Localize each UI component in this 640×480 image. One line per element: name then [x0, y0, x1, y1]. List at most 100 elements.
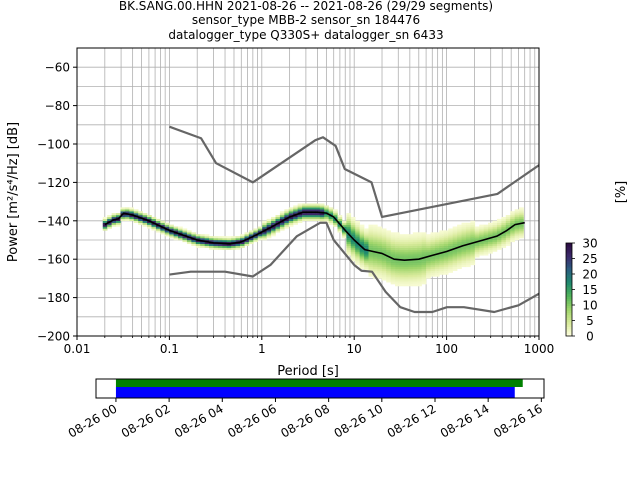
histogram-cell — [111, 222, 117, 225]
histogram-cell — [142, 220, 148, 223]
histogram-cell — [519, 220, 524, 223]
histogram-cell — [448, 238, 453, 241]
histogram-cell — [505, 241, 511, 245]
histogram-cell — [417, 236, 422, 239]
histogram-cell — [461, 228, 467, 231]
histogram-cell — [155, 230, 161, 233]
histogram-cell — [483, 240, 489, 243]
histogram-cell — [496, 224, 502, 227]
histogram-cell — [395, 284, 400, 287]
histogram-cell — [479, 230, 484, 233]
histogram-cell — [133, 211, 139, 214]
histogram-cell — [443, 259, 449, 262]
histogram-cell — [213, 240, 219, 243]
histogram-cell — [288, 220, 294, 223]
histogram-cell — [452, 230, 458, 233]
histogram-cell — [390, 261, 396, 264]
histogram-cell — [377, 230, 383, 233]
histogram-cell — [443, 234, 449, 237]
histogram-cell — [302, 207, 307, 210]
histogram-cell — [297, 207, 303, 210]
histogram-cell — [412, 257, 418, 260]
histogram-cell — [465, 245, 471, 248]
histogram-cell — [421, 240, 427, 243]
histogram-cell — [386, 241, 391, 245]
histogram-cell — [496, 241, 502, 245]
histogram-cell — [386, 232, 391, 235]
histogram-cell — [381, 234, 387, 237]
histogram-cell — [364, 268, 369, 271]
histogram-cell — [505, 220, 511, 223]
histogram-cell — [434, 270, 440, 273]
histogram-cell — [395, 280, 400, 283]
histogram-cell — [359, 232, 365, 235]
histogram-cell — [434, 236, 440, 239]
histogram-cell — [306, 209, 312, 212]
x-tick-label: 0.01 — [64, 342, 91, 356]
histogram-cell — [253, 238, 259, 241]
histogram-cell — [341, 224, 347, 227]
histogram-cell — [519, 230, 524, 233]
y-tick-label: −80 — [45, 99, 70, 113]
histogram-cell — [124, 216, 130, 220]
histogram-cell — [346, 216, 352, 220]
histogram-cell — [412, 240, 418, 243]
histogram-cell — [403, 234, 409, 237]
histogram-cell — [341, 234, 347, 237]
histogram-cell — [160, 224, 166, 227]
histogram-cell — [461, 226, 467, 229]
histogram-cell — [377, 234, 383, 237]
colorbar-swatch — [566, 312, 572, 316]
colorbar-tick-label: 10 — [582, 299, 597, 313]
histogram-cell — [470, 222, 476, 225]
histogram-cell — [470, 240, 476, 243]
histogram-cell — [364, 234, 369, 237]
histogram-cell — [412, 249, 418, 252]
histogram-cell — [492, 241, 498, 245]
histogram-cell — [209, 243, 214, 246]
histogram-cell — [271, 232, 276, 235]
x-tick-label: 1 — [258, 342, 266, 356]
histogram-cell — [368, 268, 374, 271]
histogram-cell — [488, 238, 493, 241]
histogram-cell — [195, 234, 201, 237]
histogram-cell — [355, 263, 360, 266]
histogram-cell — [421, 238, 427, 241]
colorbar-swatch — [566, 329, 572, 332]
histogram-cell — [178, 238, 183, 241]
histogram-cell — [151, 220, 157, 223]
histogram-cell — [439, 257, 445, 260]
histogram-cell — [142, 216, 148, 220]
histogram-cell — [124, 209, 130, 212]
histogram-cell — [390, 280, 396, 283]
histogram-cell — [337, 220, 343, 223]
histogram-cell — [452, 264, 458, 268]
colorbar-tick-label: 20 — [582, 268, 597, 282]
histogram-cell — [412, 238, 418, 241]
histogram-cell — [200, 241, 205, 245]
histogram-cell — [235, 240, 241, 243]
histogram-cell — [443, 251, 449, 254]
histogram-cell — [403, 238, 409, 241]
histogram-cell — [390, 270, 396, 273]
colorbar-swatch — [566, 249, 572, 253]
histogram-cell — [381, 232, 387, 235]
histogram-cell — [488, 224, 493, 227]
histogram-cell — [346, 243, 352, 246]
histogram-cell — [359, 241, 365, 245]
histogram-cell — [359, 255, 365, 258]
histogram-cell — [195, 236, 201, 239]
histogram-cell — [350, 216, 356, 220]
histogram-cell — [488, 222, 493, 225]
histogram-cell — [359, 266, 365, 269]
histogram-cell — [430, 266, 436, 269]
histogram-cell — [448, 253, 453, 256]
histogram-cell — [426, 276, 431, 279]
coverage-bar — [115, 379, 523, 387]
histogram-cell — [434, 243, 440, 246]
histogram-cell — [386, 245, 391, 248]
histogram-cell — [266, 236, 272, 239]
histogram-cell — [514, 238, 520, 241]
histogram-cell — [355, 234, 360, 237]
histogram-cell — [200, 236, 205, 239]
